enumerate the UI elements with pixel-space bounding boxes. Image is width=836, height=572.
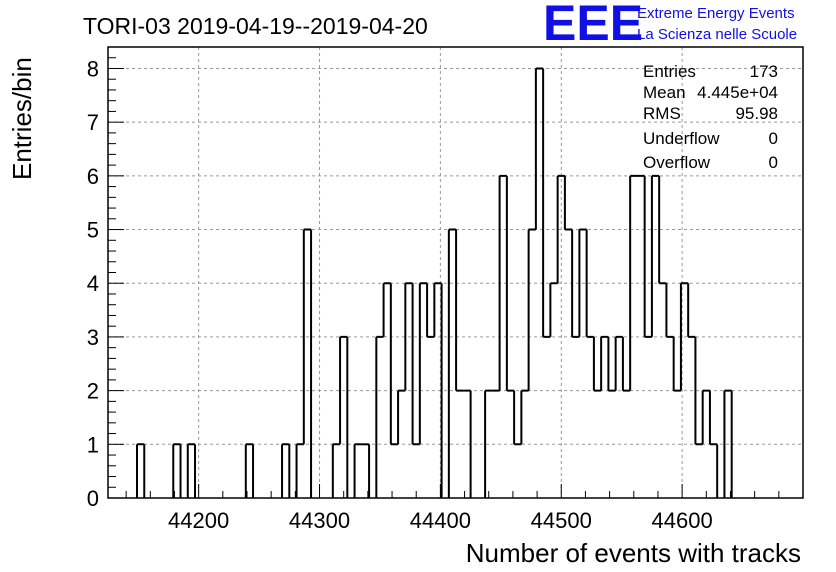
histogram-bin — [600, 335, 609, 391]
histogram-bin — [339, 335, 348, 445]
histogram-bin — [542, 68, 551, 338]
histogram-bin — [563, 175, 573, 231]
stats-entries-label: Entries — [643, 62, 696, 81]
histogram-bin — [455, 229, 464, 392]
histogram-bin — [665, 283, 674, 338]
stats-overflow-value: 0 — [769, 153, 778, 172]
histogram-bin — [389, 283, 399, 446]
histogram-bin — [433, 282, 442, 337]
x-tick-label: 44400 — [410, 508, 471, 533]
histogram-bin — [353, 443, 362, 498]
x-tick-label: 44300 — [289, 508, 350, 533]
histogram-bin — [411, 283, 420, 446]
histogram-bin — [136, 443, 145, 498]
y-tick-label: 6 — [87, 164, 99, 189]
histogram-bin — [571, 229, 580, 338]
histogram-bin — [643, 175, 652, 338]
y-tick-label: 0 — [87, 486, 99, 511]
stats-rms-value: 95.98 — [735, 104, 778, 123]
histogram-bin — [607, 336, 616, 392]
histogram-bin — [397, 389, 406, 445]
y-tick-label: 8 — [87, 56, 99, 81]
histogram-bin — [505, 175, 515, 392]
histogram-bin — [302, 228, 312, 445]
histogram-bin — [694, 336, 703, 446]
y-tick-label: 7 — [87, 110, 99, 135]
histogram-bin — [614, 335, 623, 391]
y-tick-label: 4 — [87, 271, 99, 296]
y-tick-label: 5 — [87, 218, 99, 243]
histogram-bin — [404, 282, 413, 391]
logo-mark: EEE — [543, 0, 643, 51]
histogram-bin — [658, 175, 667, 285]
stats-underflow-label: Underflow — [643, 129, 720, 148]
stats-rms-label: RMS — [643, 104, 681, 123]
histogram-bin — [244, 443, 254, 498]
stats-entries-value: 173 — [750, 62, 778, 81]
histogram-bin — [513, 390, 522, 446]
histogram-bin — [578, 228, 587, 337]
histogram-bin — [672, 336, 681, 392]
axis-ticks — [108, 57, 780, 499]
stats-underflow-value: 0 — [769, 129, 778, 148]
histogram-bin — [484, 389, 493, 498]
eee-logo: EEE Extreme Energy Events La Scienza nel… — [543, 0, 797, 51]
y-axis-title: Entries/bin — [7, 57, 37, 180]
stats-mean-label: Mean — [643, 83, 686, 102]
histogram-bin — [592, 336, 602, 392]
x-tick-label: 44600 — [652, 508, 713, 533]
histogram-bin — [723, 389, 732, 498]
logo-line2: La Scienza nelle Scuole — [637, 26, 797, 43]
histogram-bin — [382, 282, 391, 337]
histogram-bin — [687, 283, 696, 338]
histogram-bin — [701, 389, 710, 445]
y-tick-label: 1 — [87, 432, 99, 457]
grid-lines — [108, 47, 803, 498]
histogram-bin — [527, 228, 536, 391]
chart-title: TORI-03 2019-04-19--2019-04-20 — [83, 13, 428, 39]
histogram-bin — [375, 335, 384, 498]
stats-box: Entries 173 Mean 4.445e+04 RMS 95.98 Und… — [643, 62, 778, 172]
histogram-bin — [418, 282, 428, 445]
x-axis-title: Number of events with tracks — [466, 538, 801, 568]
histogram-bars — [136, 67, 733, 498]
histogram-bin — [172, 443, 181, 498]
stats-overflow-label: Overflow — [643, 153, 711, 172]
histogram-bin — [708, 390, 718, 446]
histogram-bin — [556, 174, 565, 284]
histogram-bin — [520, 389, 529, 445]
histogram-bin — [534, 67, 544, 230]
logo-line1: Extreme Energy Events — [637, 5, 795, 22]
stats-mean-value: 4.445e+04 — [697, 83, 778, 102]
histogram-bin — [549, 282, 558, 337]
x-tick-labels: 44200 44300 44400 44500 44600 — [168, 508, 713, 533]
histogram-bin — [498, 174, 507, 391]
histogram-bin — [629, 174, 638, 391]
x-tick-label: 44500 — [531, 508, 592, 533]
histogram-bin — [447, 228, 457, 498]
histogram-bin — [679, 282, 689, 391]
histogram-bin — [621, 336, 631, 392]
x-tick-label: 44200 — [168, 508, 229, 533]
histogram-bin — [281, 443, 290, 498]
histogram-bin — [331, 443, 341, 498]
y-tick-labels: 0 1 2 3 4 5 6 7 8 — [87, 56, 99, 511]
histogram-bin — [585, 229, 594, 338]
histogram-bin — [186, 443, 196, 498]
histogram-bin — [650, 174, 660, 337]
y-tick-label: 3 — [87, 325, 99, 350]
histogram-bin — [426, 283, 435, 338]
y-tick-label: 2 — [87, 379, 99, 404]
histogram-bin — [295, 443, 304, 498]
